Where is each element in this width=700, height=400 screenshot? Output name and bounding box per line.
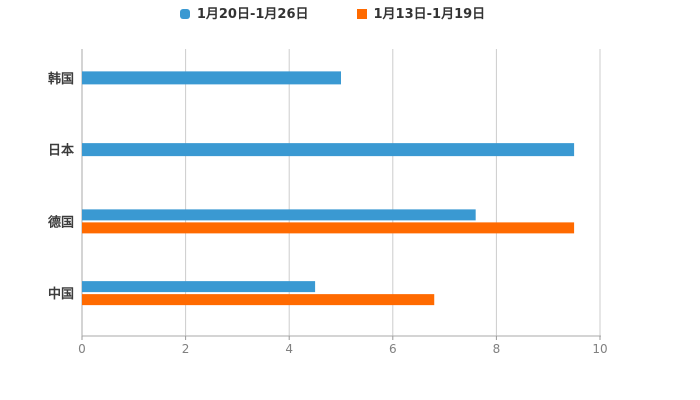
bar-日本-series-0[interactable] — [82, 143, 575, 157]
x-axis-tick-label: 4 — [285, 342, 293, 356]
x-axis-tick-label: 10 — [592, 342, 607, 356]
bar-中国-series-0[interactable] — [82, 281, 316, 293]
y-axis-label-德国: 德国 — [48, 214, 74, 230]
bar-德国-series-0[interactable] — [82, 209, 476, 221]
x-axis-tick-label: 6 — [389, 342, 397, 356]
y-axis-label-日本: 日本 — [48, 143, 74, 159]
bar-德国-series-1[interactable] — [82, 222, 575, 234]
legend-item-week-jan13-19[interactable]: 1月13日-1月19日 — [356, 6, 486, 22]
legend-label-week-jan20-26: 1月20日-1月26日 — [196, 6, 309, 22]
bar-韩国-series-0[interactable] — [82, 71, 341, 85]
y-axis-label-中国: 中国 — [48, 286, 74, 302]
legend-item-week-jan20-26[interactable]: 1月20日-1月26日 — [179, 6, 309, 22]
x-axis-tick-label: 2 — [182, 342, 190, 356]
bar-中国-series-1[interactable] — [82, 294, 435, 306]
legend-marker-blue-icon — [179, 9, 190, 19]
x-axis-tick-label: 8 — [493, 342, 501, 356]
legend-marker-orange-icon — [356, 9, 367, 19]
y-axis-label-韩国: 韩国 — [48, 71, 74, 87]
x-axis-tick-label: 0 — [78, 342, 86, 356]
legend-label-week-jan13-19: 1月13日-1月19日 — [373, 6, 486, 22]
legend: 1月20日-1月26日 1月13日-1月19日 — [0, 5, 665, 23]
